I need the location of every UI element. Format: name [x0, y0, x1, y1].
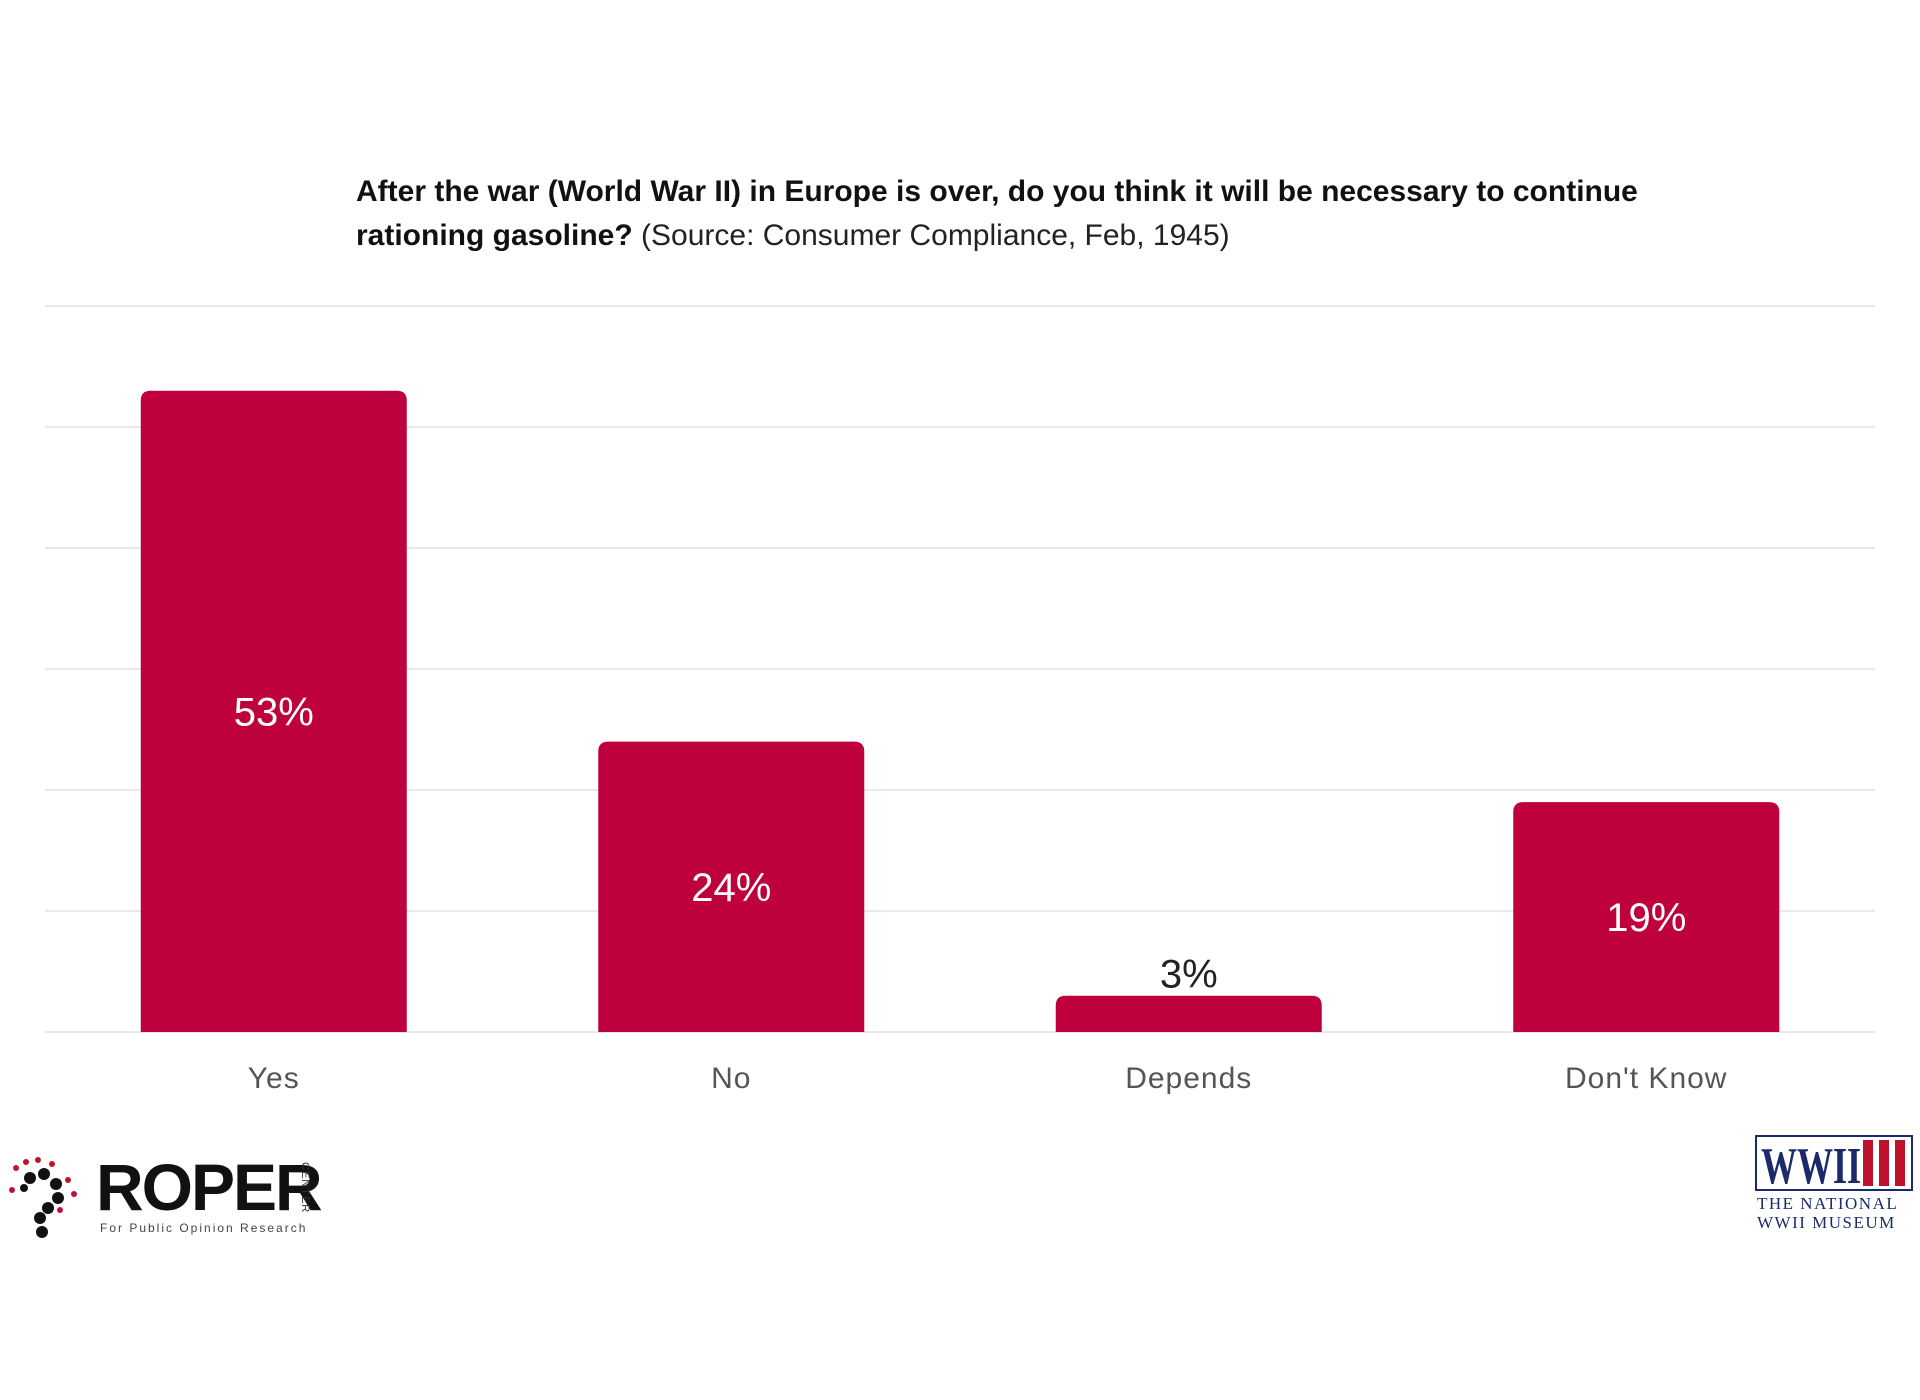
category-label: Depends — [1125, 1062, 1252, 1095]
roper-center-text: CENTER — [299, 1162, 311, 1214]
wwii-flag-mark-icon: WWII — [1755, 1135, 1913, 1195]
bar-no — [598, 741, 865, 1032]
roper-wordmark: ROPER — [96, 1150, 323, 1224]
bars — [140, 390, 1780, 1032]
chart-title: After the war (World War II) in Europe i… — [356, 170, 1656, 258]
bar-chart: 53% Yes 24% No 3% Depends 19% Don't Know — [45, 305, 1875, 1095]
category-label: No — [711, 1062, 751, 1095]
bar-don-t-know — [1513, 802, 1780, 1032]
labels: 53% Yes 24% No 3% Depends 19% Don't Know — [234, 690, 1727, 1095]
data-label: 3% — [1160, 953, 1218, 997]
category-label: Don't Know — [1565, 1062, 1727, 1095]
bar-yes — [140, 390, 407, 1032]
bar-depends — [1055, 995, 1322, 1032]
roper-dots-icon — [9, 1157, 77, 1238]
museum-name-line1: THE NATIONAL — [1757, 1194, 1899, 1213]
national-wwii-museum-logo: WWII THE NATIONAL WWII MUSEUM — [1755, 1135, 1915, 1235]
chart-question: After the war (World War II) in Europe i… — [356, 175, 1638, 252]
roper-tagline: For Public Opinion Research — [100, 1221, 308, 1235]
wwii-mark-text: WWII — [1761, 1138, 1861, 1191]
chart-source: (Source: Consumer Compliance, Feb, 1945) — [641, 219, 1230, 252]
category-label: Yes — [248, 1062, 300, 1095]
roper-center-logo: ROPER CENTER For Public Opinion Research — [4, 1150, 334, 1240]
museum-name-line2: WWII MUSEUM — [1757, 1213, 1896, 1232]
data-label: 19% — [1606, 896, 1686, 940]
data-label: 24% — [691, 866, 771, 910]
data-label: 53% — [234, 690, 314, 734]
